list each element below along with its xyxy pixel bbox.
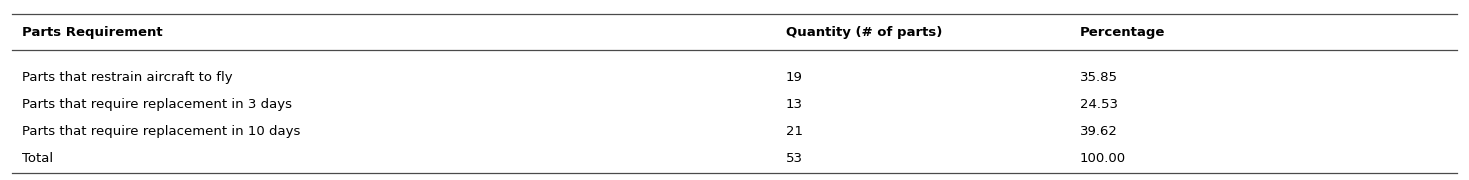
Text: 39.62: 39.62 [1080, 125, 1118, 138]
Text: Percentage: Percentage [1080, 26, 1165, 39]
Text: 19: 19 [786, 71, 802, 84]
Text: Parts that restrain aircraft to fly: Parts that restrain aircraft to fly [22, 71, 232, 84]
Text: 24.53: 24.53 [1080, 98, 1118, 111]
Text: Quantity (# of parts): Quantity (# of parts) [786, 26, 942, 39]
Text: 21: 21 [786, 125, 804, 138]
Text: 35.85: 35.85 [1080, 71, 1118, 84]
Text: Parts that require replacement in 3 days: Parts that require replacement in 3 days [22, 98, 292, 111]
Text: 100.00: 100.00 [1080, 152, 1125, 165]
Text: Parts Requirement: Parts Requirement [22, 26, 163, 39]
Text: Parts that require replacement in 10 days: Parts that require replacement in 10 day… [22, 125, 300, 138]
Text: 13: 13 [786, 98, 804, 111]
Text: Total: Total [22, 152, 53, 165]
Text: 53: 53 [786, 152, 804, 165]
